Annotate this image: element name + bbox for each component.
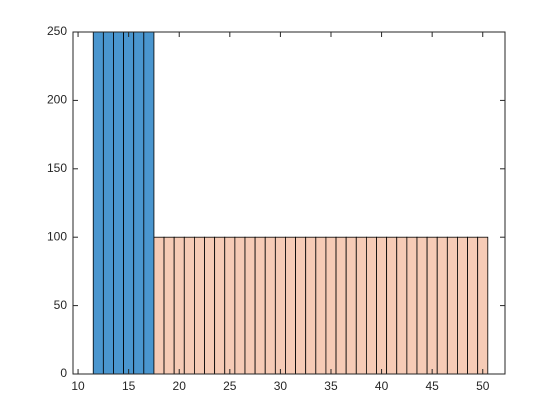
bar xyxy=(365,236,377,375)
bar xyxy=(477,236,489,375)
bar xyxy=(457,236,468,375)
y-tick-label: 250 xyxy=(47,24,67,38)
bar xyxy=(153,236,165,375)
bar xyxy=(244,236,256,375)
y-tick-label: 50 xyxy=(54,298,68,312)
bar xyxy=(194,236,205,375)
bar xyxy=(335,236,347,375)
bar xyxy=(102,31,114,375)
x-tick-label: 45 xyxy=(425,379,439,393)
bar xyxy=(305,236,317,375)
y-tick-label: 0 xyxy=(60,366,67,380)
bar xyxy=(163,236,175,375)
y-tick-label: 100 xyxy=(47,229,67,243)
x-tick-label: 35 xyxy=(324,379,338,393)
bar xyxy=(264,236,276,375)
bar xyxy=(224,236,236,375)
y-tick-label: 200 xyxy=(47,93,67,107)
x-tick-label: 40 xyxy=(375,379,389,393)
bar xyxy=(406,236,418,375)
bar xyxy=(143,31,155,375)
bar xyxy=(183,236,195,375)
x-tick-label: 25 xyxy=(223,379,237,393)
bar xyxy=(345,236,357,375)
bar xyxy=(234,236,246,375)
bar xyxy=(467,236,479,375)
x-tick-label: 20 xyxy=(173,379,187,393)
bar xyxy=(204,236,216,375)
bar xyxy=(315,236,327,375)
bar xyxy=(396,236,408,375)
bar xyxy=(274,236,286,375)
x-tick-label: 10 xyxy=(71,379,85,393)
bar xyxy=(92,31,104,375)
bar xyxy=(416,236,428,375)
bar xyxy=(426,236,438,375)
x-tick-label: 15 xyxy=(122,379,136,393)
bar xyxy=(123,31,135,375)
bar xyxy=(133,31,145,375)
bar xyxy=(325,236,337,375)
bar xyxy=(113,31,124,375)
bar xyxy=(446,236,458,375)
bar xyxy=(173,236,185,375)
bar xyxy=(386,236,398,375)
bar xyxy=(436,236,448,375)
bar xyxy=(295,236,307,375)
bar xyxy=(285,236,296,375)
bar xyxy=(214,236,226,375)
bar xyxy=(376,236,388,375)
y-tick-label: 150 xyxy=(47,161,67,175)
x-tick-label: 30 xyxy=(274,379,288,393)
axes-box xyxy=(72,31,506,375)
bar xyxy=(254,236,266,375)
x-tick-label: 50 xyxy=(476,379,490,393)
bar xyxy=(355,236,367,375)
